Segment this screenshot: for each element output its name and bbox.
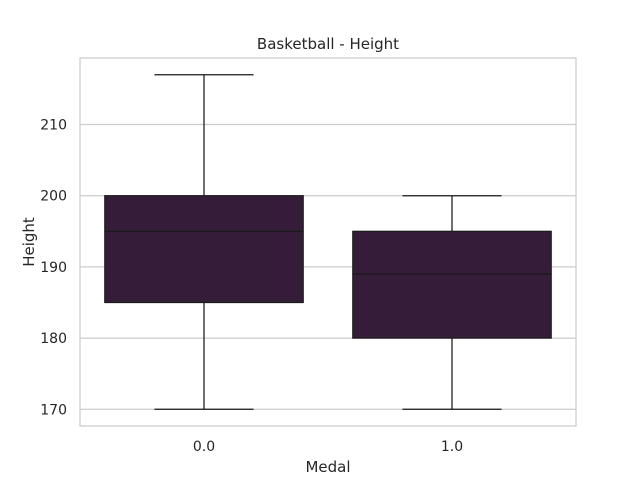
tick-labels: 170 180 190 200 210 0.0 1.0 xyxy=(40,118,463,455)
plot-frame xyxy=(79,57,577,427)
box-group xyxy=(352,195,552,410)
box-iqr xyxy=(352,230,552,339)
y-tick-label: 210 xyxy=(40,118,67,134)
x-tick-label: 0.0 xyxy=(193,439,215,455)
y-axis-label: Height xyxy=(20,217,38,267)
box-plots xyxy=(104,74,552,410)
y-tick-label: 200 xyxy=(40,189,67,205)
x-tick-label: 1.0 xyxy=(441,439,463,455)
y-tick-label: 170 xyxy=(40,402,67,418)
y-tick-label: 180 xyxy=(40,331,67,347)
x-axis-label: Medal xyxy=(305,458,350,476)
box-group xyxy=(104,74,304,410)
y-tick-label: 190 xyxy=(40,260,67,276)
box-iqr xyxy=(104,195,304,304)
chart-title: Basketball - Height xyxy=(257,35,399,53)
